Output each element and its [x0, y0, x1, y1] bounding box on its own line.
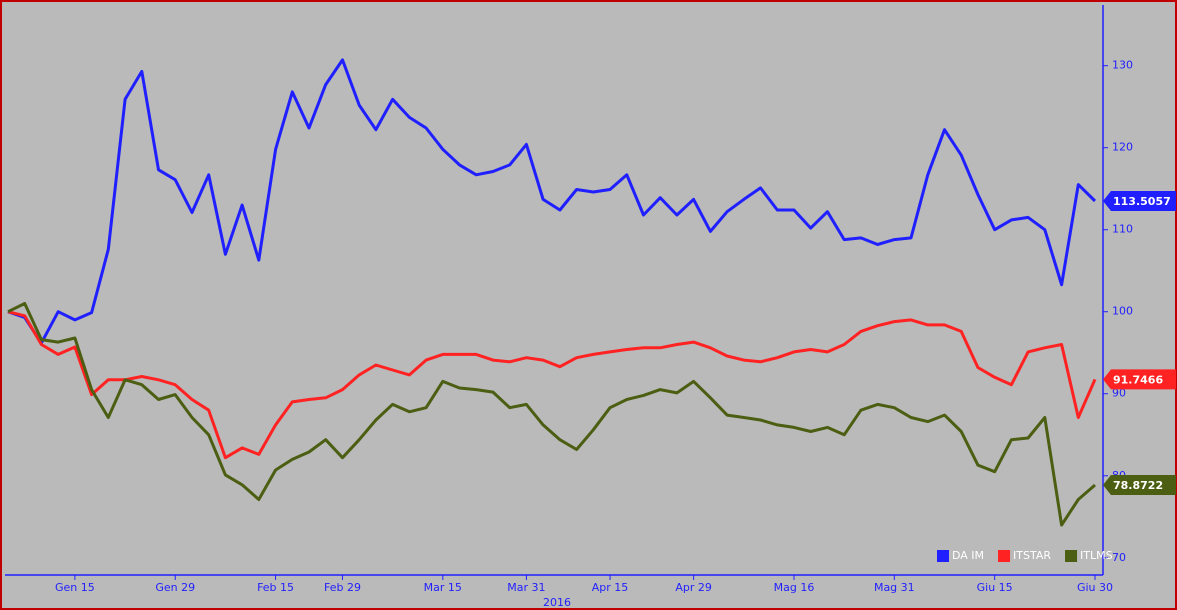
legend-label: DA IM	[952, 549, 984, 562]
legend-swatch	[1065, 550, 1078, 562]
x-axis-label: 2016	[543, 596, 571, 609]
last-value-box	[1103, 475, 1176, 496]
y-tick-label: 130	[1112, 59, 1133, 72]
x-tick-label: Gen 29	[155, 581, 195, 594]
last-value-tag: 113.5057	[1103, 190, 1176, 211]
legend-label: ITSTAR	[1013, 549, 1051, 562]
series-line	[7, 58, 1097, 345]
y-tick-label: 100	[1112, 305, 1133, 318]
last-value-box	[1103, 369, 1176, 390]
series-line	[7, 310, 1097, 460]
x-tick-label: Gen 15	[55, 581, 95, 594]
last-value-tag: 78.8722	[1103, 475, 1176, 496]
last-value-box	[1103, 190, 1176, 211]
x-tick-label: Apr 29	[675, 581, 712, 594]
last-value-label: 113.5057	[1113, 195, 1171, 208]
x-tick-label: Mar 31	[507, 581, 545, 594]
legend-swatch	[998, 550, 1011, 562]
series-line	[7, 302, 1096, 527]
legend-swatch	[937, 550, 949, 562]
last-value-tag: 91.7466	[1103, 369, 1176, 390]
y-tick-label: 70	[1112, 551, 1126, 564]
legend-label: ITLMS	[1080, 549, 1113, 562]
x-tick-label: Giu 30	[1077, 581, 1113, 594]
x-tick-label: Mag 16	[774, 581, 815, 594]
x-tick-label: Mag 31	[874, 581, 915, 594]
last-value-label: 78.8722	[1113, 479, 1163, 492]
x-tick-label: Feb 29	[324, 581, 361, 594]
y-tick-label: 120	[1112, 141, 1133, 154]
x-tick-label: Feb 15	[257, 581, 294, 594]
x-tick-label: Giu 15	[977, 581, 1013, 594]
x-tick-label: Apr 15	[592, 581, 629, 594]
last-value-label: 91.7466	[1113, 373, 1163, 386]
y-tick-label: 90	[1112, 387, 1126, 400]
y-tick-label: 110	[1112, 223, 1133, 236]
x-tick-label: Mar 15	[424, 581, 462, 594]
